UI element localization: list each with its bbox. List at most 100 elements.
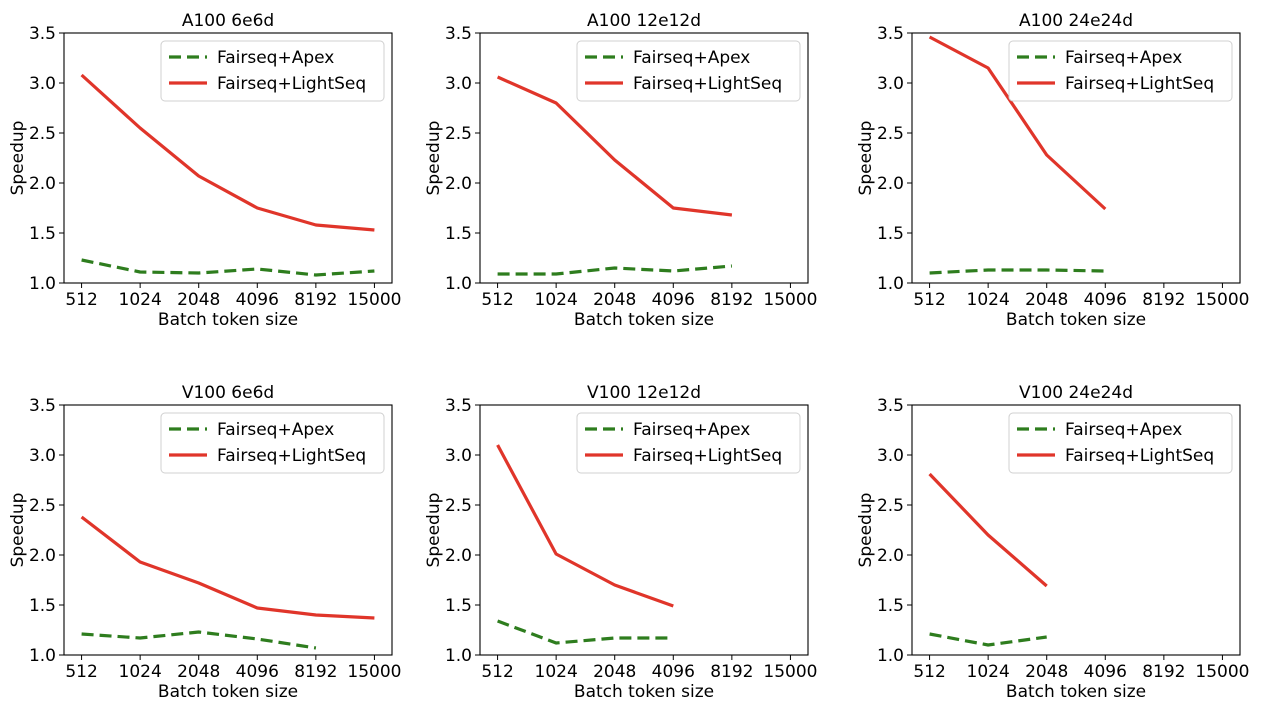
chart-panel-1: A100 6e6d 1.0 1.5 2.0 2.5 3.0 3.5 512 1024 2048 40… xyxy=(8,11,401,330)
x-tick-label: 1024 xyxy=(119,290,162,310)
legend-label-lightseq: Fairseq+LightSeq xyxy=(633,74,782,94)
y-tick-label: 1.5 xyxy=(877,596,904,616)
y-tick-label: 3.5 xyxy=(29,24,56,44)
y-tick-label: 3.0 xyxy=(29,74,56,94)
plot-frame xyxy=(911,404,1241,656)
y-tick-label: 3.5 xyxy=(29,396,56,416)
y-tick-label: 1.0 xyxy=(29,274,56,294)
x-tick-label: 2048 xyxy=(1025,662,1068,682)
legend-label-lightseq: Fairseq+LightSeq xyxy=(1065,74,1214,94)
y-tick-label: 1.5 xyxy=(29,596,56,616)
x-tick-label: 2048 xyxy=(1025,290,1068,310)
x-axis-label: Batch token size xyxy=(158,682,298,702)
x-tick-label: 1024 xyxy=(967,662,1010,682)
x-tick-label: 8192 xyxy=(710,662,753,682)
lightseq-series-line xyxy=(80,73,375,232)
y-tick-label: 2.0 xyxy=(877,546,904,566)
chart-panel-6: V100 24e24d 1.0 1.5 2.0 2.5 3.0 3.5 512 1024 2048… xyxy=(856,383,1249,702)
plot-frame xyxy=(63,404,393,656)
apex-series-line xyxy=(81,630,317,650)
y-tick-label: 2.0 xyxy=(877,174,904,194)
x-axis-label: Batch token size xyxy=(574,310,714,330)
lightseq-series-line xyxy=(928,472,1048,588)
x-tick-label: 8192 xyxy=(710,290,753,310)
legend: Fairseq+Apex Fairseq+LightSeq xyxy=(1008,412,1233,474)
y-tick-label: 2.0 xyxy=(445,174,472,194)
y-tick-label: 1.5 xyxy=(445,596,472,616)
legend: Fairseq+Apex Fairseq+LightSeq xyxy=(1008,40,1233,102)
legend-label-apex: Fairseq+Apex xyxy=(217,420,334,440)
y-tick-label: 2.5 xyxy=(29,124,56,144)
y-tick-label: 2.5 xyxy=(877,496,904,516)
x-tick-label: 2048 xyxy=(177,662,220,682)
legend-box xyxy=(1008,412,1233,474)
x-tick-label: 4096 xyxy=(1084,662,1127,682)
y-tick-label: 2.5 xyxy=(29,496,56,516)
x-tick-label: 4096 xyxy=(236,662,279,682)
x-tick-label: 4096 xyxy=(652,662,695,682)
legend-label-apex: Fairseq+Apex xyxy=(1065,48,1182,68)
x-tick-label: 512 xyxy=(913,290,945,310)
legend-label-lightseq: Fairseq+LightSeq xyxy=(1065,446,1214,466)
y-tick-label: 3.0 xyxy=(29,446,56,466)
chart-panel-3: A100 24e24d 1.0 1.5 2.0 2.5 3.0 3.5 512 1024 2048… xyxy=(856,11,1249,330)
apex-series-line xyxy=(497,264,733,276)
lightseq-series-line xyxy=(928,35,1107,211)
chart-title: V100 12e12d xyxy=(587,383,701,403)
y-tick-label: 3.0 xyxy=(877,446,904,466)
x-axis-label: Batch token size xyxy=(158,310,298,330)
y-axis-label: Speedup xyxy=(856,121,876,196)
x-tick-label: 15000 xyxy=(347,662,401,682)
legend-label-apex: Fairseq+Apex xyxy=(217,48,334,68)
y-tick-label: 2.5 xyxy=(877,124,904,144)
y-tick-label: 3.0 xyxy=(877,74,904,94)
legend-label-apex: Fairseq+Apex xyxy=(633,420,750,440)
x-tick-label: 512 xyxy=(65,662,97,682)
y-tick-label: 3.5 xyxy=(877,396,904,416)
y-tick-label: 3.5 xyxy=(877,24,904,44)
x-axis-label: Batch token size xyxy=(1006,682,1146,702)
y-tick-label: 1.0 xyxy=(445,646,472,666)
x-axis-label: Batch token size xyxy=(1006,310,1146,330)
y-tick-label: 2.0 xyxy=(29,174,56,194)
y-axis-label: Speedup xyxy=(856,493,876,568)
legend-label-lightseq: Fairseq+LightSeq xyxy=(217,446,366,466)
x-tick-label: 15000 xyxy=(763,290,817,310)
x-tick-label: 1024 xyxy=(967,290,1010,310)
x-tick-label: 2048 xyxy=(177,290,220,310)
y-tick-label: 2.0 xyxy=(445,546,472,566)
x-tick-label: 15000 xyxy=(1195,290,1249,310)
chart-panel-4: V100 6e6d 1.0 1.5 2.0 2.5 3.0 3.5 512 1024 2048 40… xyxy=(8,383,401,702)
x-axis-label: Batch token size xyxy=(574,682,714,702)
y-tick-label: 1.0 xyxy=(877,646,904,666)
chart-title: V100 24e24d xyxy=(1019,383,1133,403)
legend: Fairseq+Apex Fairseq+LightSeq xyxy=(576,40,801,102)
legend-box xyxy=(1008,40,1233,102)
chart-title: A100 12e12d xyxy=(587,11,701,31)
x-tick-label: 512 xyxy=(65,290,97,310)
lightseq-series-line xyxy=(80,515,375,620)
legend-box xyxy=(576,412,801,474)
x-tick-label: 8192 xyxy=(294,290,337,310)
chart-title: V100 6e6d xyxy=(182,383,274,403)
apex-series-line xyxy=(929,268,1106,275)
x-tick-label: 512 xyxy=(481,662,513,682)
y-tick-label: 1.5 xyxy=(29,224,56,244)
x-tick-label: 15000 xyxy=(347,290,401,310)
lightseq-series-line xyxy=(496,75,733,217)
chart-panel-2: A100 12e12d 1.0 1.5 2.0 2.5 3.0 3.5 512 1024 2048… xyxy=(424,11,817,330)
y-tick-label: 3.0 xyxy=(445,74,472,94)
chart-panel-5: V100 12e12d 1.0 1.5 2.0 2.5 3.0 3.5 512 1024 2048… xyxy=(424,383,817,702)
legend-label-lightseq: Fairseq+LightSeq xyxy=(633,446,782,466)
legend-box xyxy=(576,40,801,102)
y-tick-label: 1.0 xyxy=(29,646,56,666)
legend-box xyxy=(160,40,385,102)
legend-label-apex: Fairseq+Apex xyxy=(1065,420,1182,440)
x-tick-label: 512 xyxy=(913,662,945,682)
y-axis-label: Speedup xyxy=(424,121,444,196)
x-tick-label: 8192 xyxy=(1142,290,1185,310)
x-tick-label: 1024 xyxy=(119,662,162,682)
plot-frame xyxy=(479,32,809,284)
apex-series-line xyxy=(929,632,1047,647)
y-tick-label: 1.5 xyxy=(445,224,472,244)
